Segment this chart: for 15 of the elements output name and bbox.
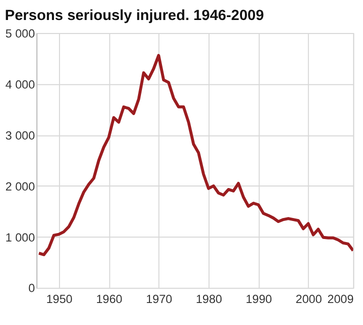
y-tick-label: 2 000 [5,179,36,194]
x-tick-label: 1980 [196,292,223,306]
y-tick-label: 1 000 [5,230,36,244]
y-tick-label: 0 [28,281,36,296]
x-tick-label: 1990 [246,292,272,306]
y-tick-label: 5 000 [5,26,36,40]
x-tick-label: 2000 [296,292,322,306]
x-tick-label: 1960 [96,292,123,306]
x-tick-label: 1970 [146,292,173,306]
x-tick-label: 1950 [46,292,73,306]
chart-title: Persons seriously injured. 1946-2009 [4,8,264,24]
x-tick-label: 2009 [327,292,354,306]
line-series [37,54,354,256]
y-tick-label: 4 000 [5,77,36,92]
y-tick-label: 3 000 [5,128,36,142]
